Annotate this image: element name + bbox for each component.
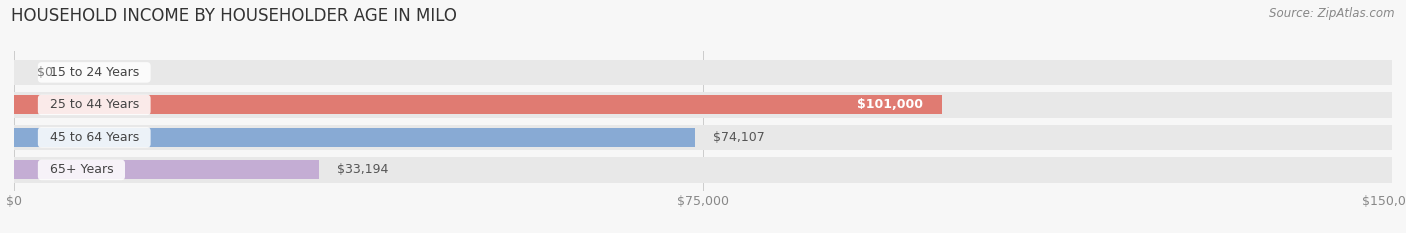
Text: HOUSEHOLD INCOME BY HOUSEHOLDER AGE IN MILO: HOUSEHOLD INCOME BY HOUSEHOLDER AGE IN M… <box>11 7 457 25</box>
Bar <box>14 125 1392 150</box>
Bar <box>14 128 695 147</box>
Bar <box>14 60 1392 85</box>
Text: 15 to 24 Years: 15 to 24 Years <box>42 66 146 79</box>
Bar <box>14 92 1392 118</box>
Text: 25 to 44 Years: 25 to 44 Years <box>42 98 146 111</box>
Text: $74,107: $74,107 <box>713 131 765 144</box>
Text: 45 to 64 Years: 45 to 64 Years <box>42 131 146 144</box>
Text: $33,194: $33,194 <box>337 163 388 176</box>
Bar <box>14 157 1392 183</box>
Text: 65+ Years: 65+ Years <box>42 163 121 176</box>
Text: Source: ZipAtlas.com: Source: ZipAtlas.com <box>1270 7 1395 20</box>
Bar <box>14 96 942 114</box>
Bar <box>14 161 319 179</box>
Text: $0: $0 <box>37 66 53 79</box>
Text: $101,000: $101,000 <box>858 98 924 111</box>
